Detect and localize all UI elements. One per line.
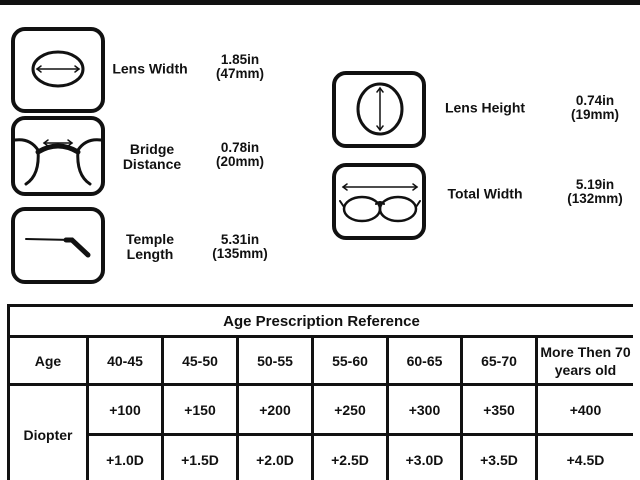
measure-label: Total Width <box>447 185 523 202</box>
measure-inch: 1.85in <box>220 52 260 67</box>
diopter-cell: +2.0D <box>236 433 314 480</box>
measure-label: Lens Width <box>112 60 188 77</box>
diopter-cell: +3.5D <box>460 433 538 480</box>
header-cell: Age <box>7 335 89 386</box>
header-cell: 50-55 <box>236 335 314 386</box>
top-bar <box>0 0 640 5</box>
diopter-cell: +250 <box>311 383 389 436</box>
measure-inch: 5.31in <box>220 232 260 247</box>
measure-metric: (19mm) <box>570 107 619 122</box>
measure-label: Lens Height <box>444 99 526 116</box>
measure-metric: (20mm) <box>215 154 264 169</box>
diopter-cell: +1.5D <box>161 433 239 480</box>
measure-inch: 0.78in <box>220 140 260 155</box>
header-row: Age 40-45 45-50 50-55 55-60 60-65 65-70 More Th… <box>7 335 633 386</box>
diopter-cell: +4.5D <box>535 433 633 480</box>
prescription-table: Age Prescription Reference Age 40-45 45-50 5… <box>7 304 633 480</box>
diopter-cell: +100 <box>86 383 164 436</box>
measure-metric: (132mm) <box>567 191 623 206</box>
measure-inch: 5.19in <box>575 177 615 192</box>
row-label: Diopter <box>7 383 89 480</box>
diopter-cell: +150 <box>161 383 239 436</box>
diopter-cell: +1.0D <box>86 433 164 480</box>
diopter-cell: +3.0D <box>386 433 463 480</box>
header-cell: 45-50 <box>161 335 239 386</box>
diopter-row: +1.0D +1.5D +2.0D +2.5D +3.0D +3.5D +4.5D <box>9 433 633 480</box>
title-row: Age Prescription Reference <box>7 304 633 338</box>
icons <box>11 27 426 284</box>
diopter-cell: +2.5D <box>311 433 389 480</box>
diopter-cell: +200 <box>236 383 314 436</box>
measure-label: Bridge Distance <box>122 141 182 172</box>
diopter-cell: +350 <box>460 383 538 436</box>
table-title: Age Prescription Reference <box>7 304 633 338</box>
header-cell: 55-60 <box>311 335 389 386</box>
diopter-row: Diopter +100 +150 +200 +250 +300 +350 +400 <box>7 383 633 480</box>
diopter-cell: +300 <box>386 383 463 436</box>
header-cell: 65-70 <box>460 335 538 386</box>
measure-inch: 0.74in <box>575 93 615 108</box>
measure-metric: (47mm) <box>215 66 264 81</box>
diopter-cell: +400 <box>535 383 633 436</box>
header-cell: More Then 70 years old <box>535 335 633 386</box>
measure-label: Temple Length <box>126 231 174 262</box>
measure-metric: (135mm) <box>212 246 268 261</box>
header-cell: 40-45 <box>86 335 164 386</box>
header-cell: 60-65 <box>386 335 463 386</box>
prescription-table-wrap: Age Prescription Reference Age 40-45 45-50 5… <box>7 304 633 480</box>
